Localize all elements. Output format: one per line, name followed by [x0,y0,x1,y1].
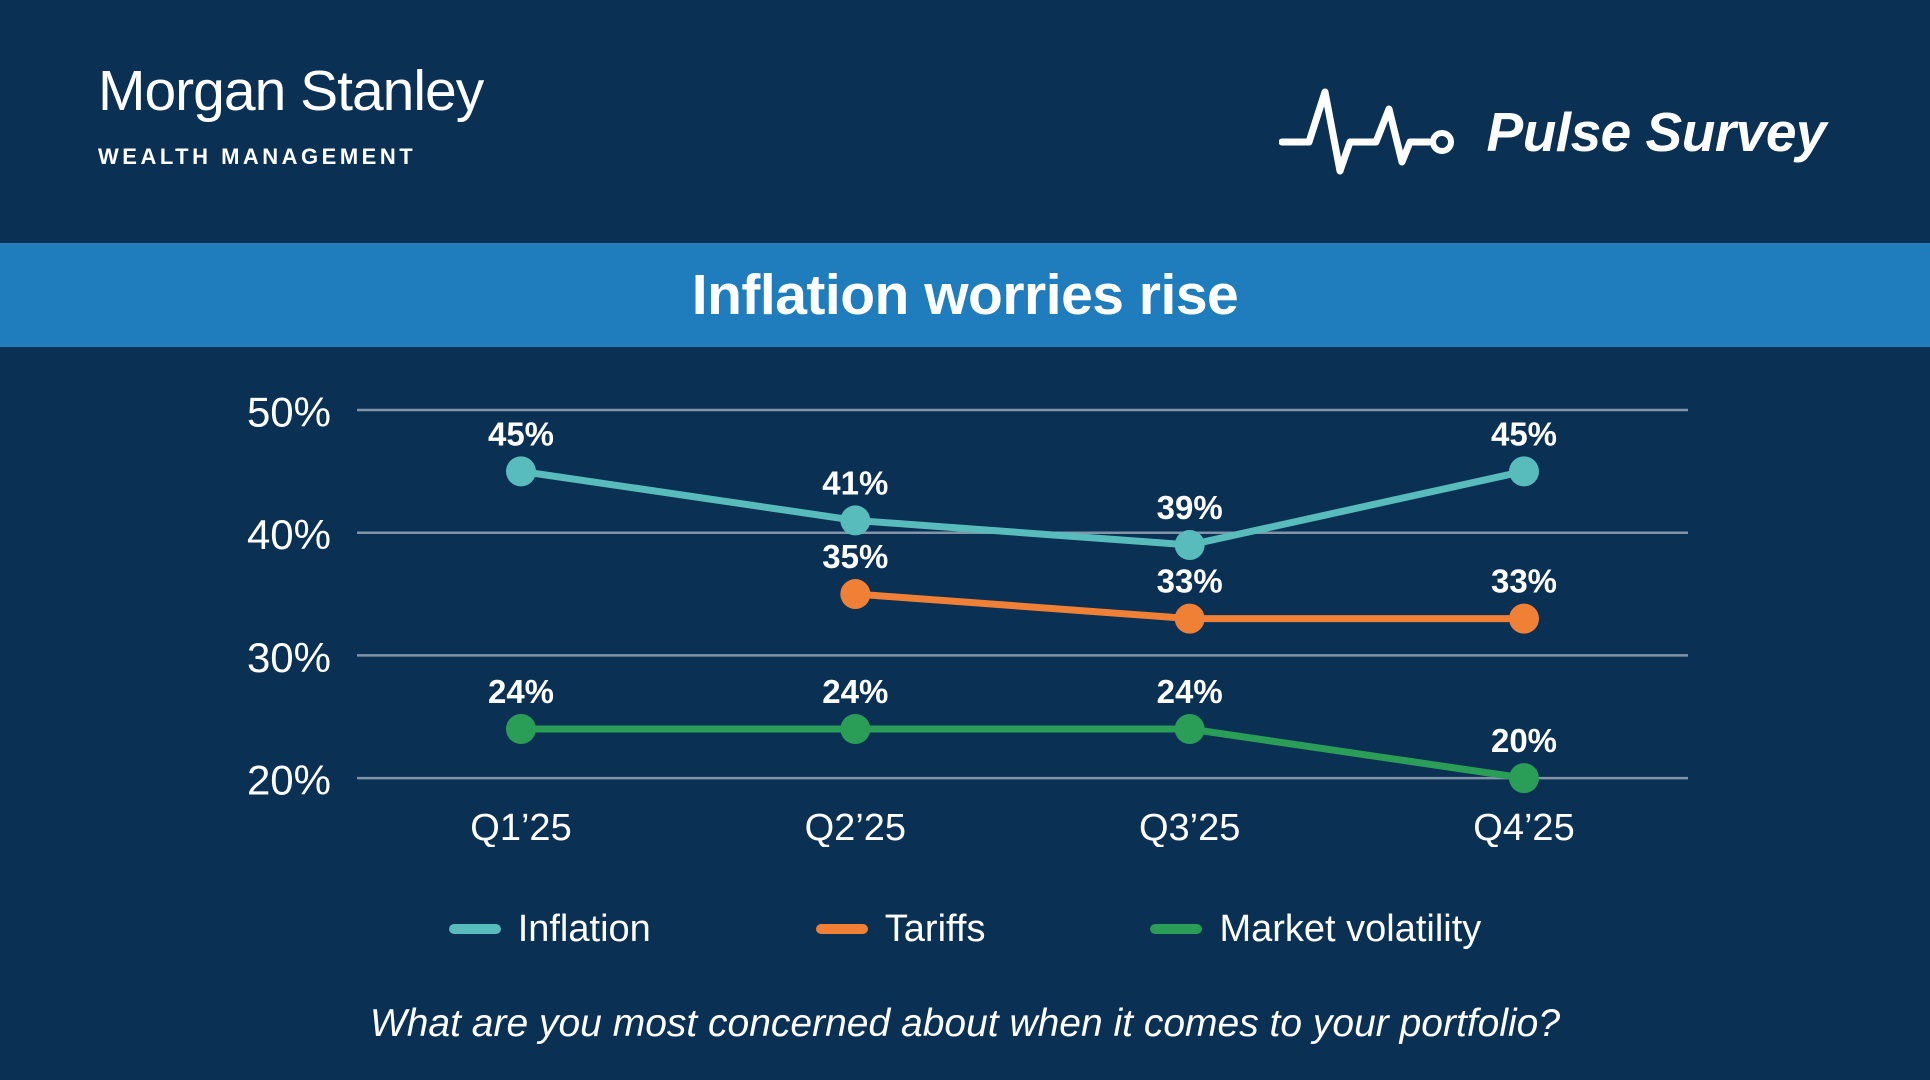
inflation-point [840,505,871,536]
legend-item-market-volatility: Market volatility [1150,908,1481,951]
market-volatility-value-label: 24% [822,673,888,710]
x-axis-label: Q4’25 [1473,807,1574,847]
tariffs-point [1174,603,1205,634]
pulse-survey-logo: Pulse Survey [1278,80,1827,184]
legend-item-inflation: Inflation [448,907,651,951]
market-volatility-value-label: 20% [1491,722,1557,759]
market-volatility-value-label: 24% [1157,673,1223,710]
program-name: Pulse Survey [1486,101,1827,163]
legend-item-tariffs: Tariffs [815,907,986,951]
logo-wordmark: Morgan Stanley [98,59,484,123]
tariffs-point [1509,603,1539,634]
chart-legend: Inflation Tariffs Market volatility [0,905,1930,953]
inflation-value-label: 45% [488,415,554,452]
market-volatility-point [1509,763,1539,794]
inflation-value-label: 41% [822,464,888,501]
y-axis-tick-label: 50% [247,389,331,436]
tariffs-value-label: 33% [1491,563,1557,600]
legend-swatch-market-volatility [1150,924,1203,934]
header: Morgan Stanley WEALTH MANAGEMENT Pulse S… [0,0,1930,243]
y-axis-tick-label: 20% [247,757,331,804]
legend-label: Tariffs [884,907,986,950]
heartbeat-ekg-icon [1278,80,1461,184]
market-volatility-point [1174,714,1205,745]
logo-division-label: WEALTH MANAGEMENT [98,144,417,169]
title-banner: Inflation worries rise [0,243,1930,347]
chart-title: Inflation worries rise [691,263,1239,327]
tariffs-point [840,579,871,610]
line-chart: 50% 40% 30% 20% 45% 41% 39% 45% 35% 33% 33% 24% 24% 2… [247,389,1688,847]
chart-area: 50% 40% 30% 20% 45% 41% 39% 45% 35% 33% 33% 24% 24% 2… [0,347,1930,1049]
tariffs-value-label: 33% [1157,563,1223,600]
market-volatility-point [840,714,871,745]
legend-swatch-inflation [448,924,501,934]
x-axis-label: Q1’25 [470,807,571,847]
market-volatility-point [506,714,536,745]
market-volatility-value-label: 24% [488,673,554,710]
inflation-point [1174,529,1205,560]
inflation-value-label: 39% [1157,489,1223,526]
morgan-stanley-logo: Morgan Stanley WEALTH MANAGEMENT [98,58,484,170]
inflation-line [517,467,1528,549]
legend-label: Market volatility [1219,907,1482,950]
inflation-point [506,456,536,487]
survey-question-caption: What are you most concerned about when i… [369,1002,1561,1045]
inflation-point [1509,456,1539,487]
market-volatility-line [517,725,1528,782]
inflation-value-label: 45% [1491,415,1557,452]
legend-swatch-tariffs [815,924,868,934]
tariffs-value-label: 35% [822,538,888,575]
x-axis-label: Q3’25 [1139,807,1240,847]
x-axis-label: Q2’25 [805,807,906,847]
legend-label: Inflation [517,907,651,950]
y-axis-tick-label: 40% [247,511,331,558]
y-axis-tick-label: 30% [247,634,331,681]
